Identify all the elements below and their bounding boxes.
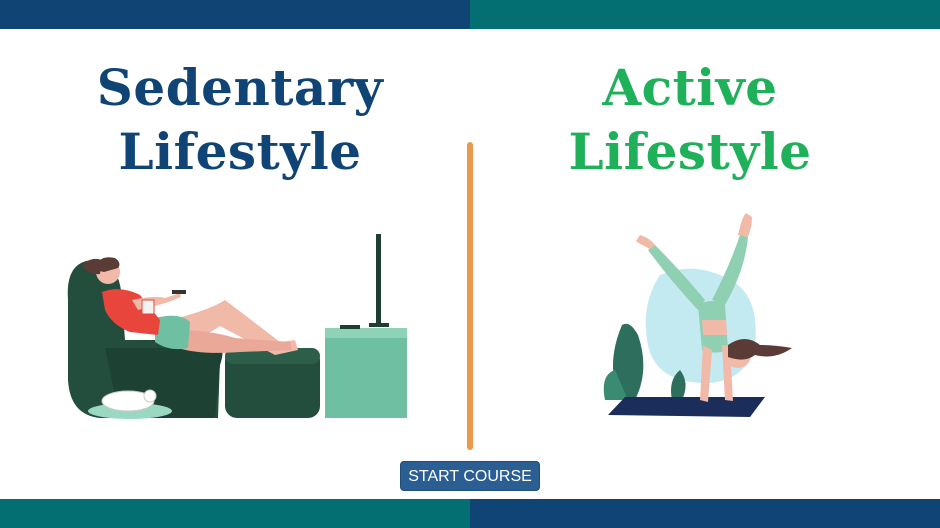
- sedentary-illustration: [67, 234, 407, 419]
- start-course-button[interactable]: START COURSE: [400, 461, 540, 491]
- plant-small: [671, 370, 686, 400]
- active-illustration: [603, 213, 792, 417]
- sedentary-lifestyle-title: Sedentary Lifestyle: [60, 56, 420, 184]
- top-bar-right: [470, 0, 940, 29]
- title-left-line1: Sedentary: [96, 58, 384, 117]
- title-right-line1: Active: [602, 58, 778, 117]
- center-divider: [467, 142, 473, 450]
- plant-large: [612, 323, 644, 400]
- tv-stand: [325, 328, 407, 418]
- title-left-line2: Lifestyle: [118, 122, 362, 181]
- title-right-line2: Lifestyle: [568, 122, 812, 181]
- active-lifestyle-title: Active Lifestyle: [510, 56, 870, 184]
- ottoman: [225, 348, 320, 418]
- bottom-bar-right: [470, 499, 940, 528]
- yoga-mat: [608, 397, 765, 417]
- bottom-bar-left: [0, 499, 470, 528]
- top-bar-left: [0, 0, 470, 29]
- tv: [376, 234, 381, 324]
